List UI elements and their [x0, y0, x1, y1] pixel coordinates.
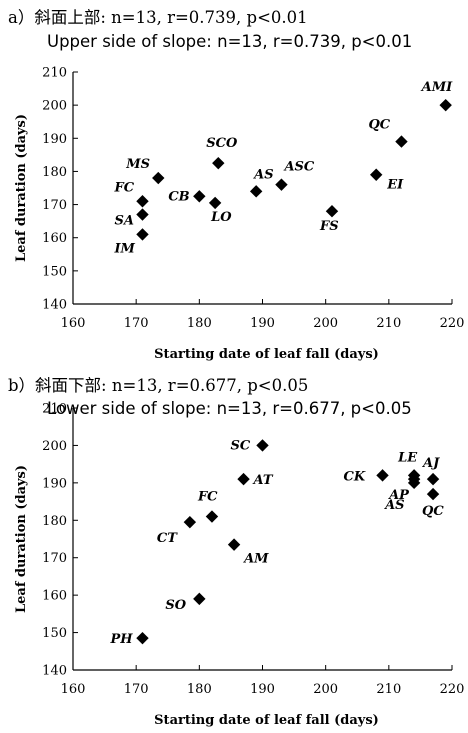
- panel-a-title: a）斜面上部: n=13, r=0.739, p<0.01: [8, 8, 308, 27]
- y-tick-label: 200: [42, 439, 67, 454]
- y-tick-label: 170: [42, 198, 67, 213]
- point-label-sc: SC: [231, 438, 251, 453]
- point-label-fs: FS: [319, 219, 339, 234]
- y-tick-label: 180: [42, 165, 67, 180]
- point-label-le: LE: [397, 450, 418, 465]
- y-tick-label: 170: [42, 551, 67, 566]
- x-tick-label: 210: [376, 316, 401, 331]
- data-point-sc: [256, 439, 269, 452]
- y-tick-label: 210: [42, 402, 67, 417]
- x-tick-label: 210: [376, 682, 401, 697]
- point-label-cb: CB: [168, 189, 189, 204]
- data-point-cb: [193, 190, 206, 203]
- point-label-at: AT: [252, 473, 274, 488]
- y-tick-label: 160: [42, 589, 67, 604]
- point-label-ami: AMI: [420, 80, 453, 95]
- data-point-im: [136, 228, 149, 241]
- data-point-fc: [205, 510, 219, 523]
- point-label-so: SO: [165, 598, 186, 613]
- x-tick-label: 190: [250, 682, 275, 697]
- x-axis-label: Starting date of leaf fall (days): [154, 347, 379, 362]
- y-tick-label: 190: [42, 132, 67, 147]
- point-label-am: AM: [242, 552, 269, 567]
- x-tick-label: 200: [313, 316, 338, 331]
- data-point-qc: [395, 135, 408, 148]
- data-point-ami: [439, 98, 452, 112]
- y-tick-label: 210: [42, 66, 67, 81]
- data-point-ei: [370, 168, 383, 181]
- data-point-sco: [212, 156, 225, 170]
- x-tick-label: 180: [187, 682, 212, 697]
- x-tick-label: 160: [61, 316, 86, 331]
- panel-b-title: b）斜面下部: n=13, r=0.677, p<0.05: [8, 376, 309, 395]
- x-axis-label: Starting date of leaf fall (days): [154, 713, 379, 728]
- point-label-as: AS: [252, 167, 273, 182]
- point-label-lo: LO: [210, 210, 232, 225]
- data-point-at: [237, 472, 250, 486]
- point-label-fc: FC: [197, 490, 218, 505]
- x-tick-label: 170: [124, 316, 149, 331]
- data-point-lo: [208, 196, 222, 210]
- y-tick-label: 140: [42, 664, 67, 679]
- data-point-ct: [183, 515, 197, 529]
- point-label-asc: ASC: [282, 160, 314, 175]
- point-label-qc: QC: [422, 504, 444, 519]
- data-point-as: [249, 185, 263, 198]
- data-point-asc: [275, 178, 288, 191]
- point-label-ap: AP: [387, 488, 410, 503]
- data-point-ms: [152, 171, 165, 185]
- data-point-fs: [325, 205, 339, 218]
- panel-a-subtitle: Upper side of slope: n=13, r=0.739, p<0.…: [47, 32, 413, 51]
- point-label-as: AS: [383, 498, 404, 513]
- x-tick-label: 200: [313, 682, 338, 697]
- scatter-chart-lower-slope: 140 150 160 170 180 190 200 210 160 170 180 190 200 2…: [14, 402, 465, 729]
- y-tick-label: 180: [42, 514, 67, 529]
- x-tick-label: 190: [250, 316, 275, 331]
- point-label-ei: EI: [386, 178, 404, 193]
- x-tick-label: 220: [440, 316, 465, 331]
- y-axis-label: Leaf duration (days): [14, 114, 29, 262]
- data-point-ph: [136, 631, 149, 645]
- y-tick-label: 150: [42, 626, 67, 641]
- data-point-am: [227, 538, 241, 551]
- data-point-qc: [426, 487, 440, 501]
- x-tick-label: 180: [187, 316, 212, 331]
- y-tick-label: 160: [42, 231, 67, 246]
- y-tick-label: 200: [42, 99, 67, 114]
- x-tick-label: 160: [61, 682, 86, 697]
- point-label-ms: MS: [125, 157, 150, 172]
- data-point-sa: [136, 208, 149, 221]
- point-label-ck: CK: [344, 469, 366, 484]
- point-label-ph: PH: [109, 632, 133, 647]
- point-label-aj: AJ: [421, 456, 440, 471]
- x-tick-label: 220: [440, 682, 465, 697]
- data-point-as: [407, 472, 421, 486]
- data-point-fc: [136, 195, 149, 208]
- point-label-sco: SCO: [206, 136, 238, 151]
- point-label-ct: CT: [157, 531, 178, 546]
- data-point-aj: [426, 472, 440, 486]
- y-axis-label: Leaf duration (days): [14, 465, 29, 613]
- point-label-fc: FC: [113, 180, 134, 195]
- x-tick-label: 170: [124, 682, 149, 697]
- point-label-sa: SA: [114, 214, 133, 229]
- y-tick-label: 150: [42, 264, 67, 279]
- data-point-ck: [376, 469, 389, 482]
- y-tick-label: 190: [42, 476, 67, 491]
- panel-b-subtitle: Lower side of slope: n=13, r=0.677, p<0.…: [47, 399, 412, 418]
- y-tick-label: 140: [42, 298, 67, 313]
- data-point-so: [193, 592, 206, 606]
- point-label-qc: QC: [368, 118, 390, 133]
- scatter-chart-upper-slope: 140 150 160 170 180 190 200 210 160 170 180 190 200 2…: [14, 66, 465, 363]
- point-label-im: IM: [113, 241, 135, 256]
